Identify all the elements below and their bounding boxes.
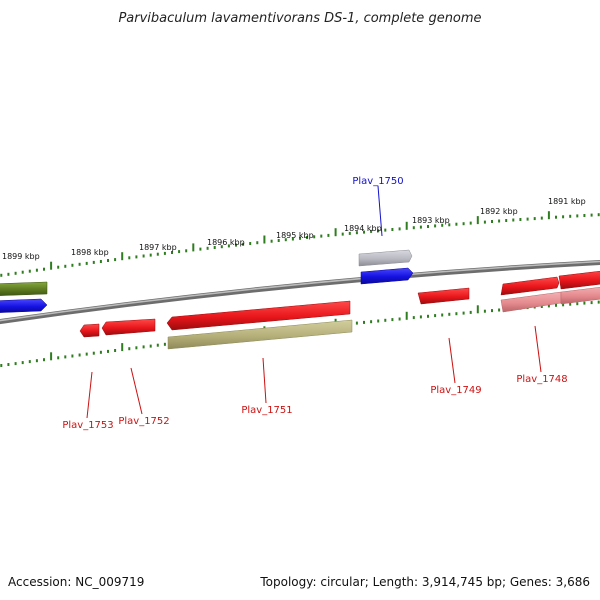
kbp-label: 1893 kbp [412, 216, 450, 225]
gene-khaki-reverse[interactable] [167, 319, 353, 350]
gene-label-plav-1749[interactable]: Plav_1749 [430, 385, 481, 396]
gene-plav-1752[interactable] [101, 318, 156, 336]
gene-plav-1751[interactable] [166, 300, 351, 331]
gene-plav-1750[interactable] [360, 267, 414, 285]
kbp-label: 1894 kbp [344, 224, 382, 233]
forward-strand-genes [0, 249, 600, 313]
kbp-label: 1896 kbp [207, 238, 245, 247]
position-ruler-forward [0, 211, 600, 277]
gene-label-plav-1751[interactable]: Plav_1751 [241, 405, 292, 416]
gene-plav-1747[interactable] [558, 270, 600, 290]
gene-label-plav-1750[interactable]: Plav_1750 [352, 176, 403, 187]
gene-olive-forward[interactable] [0, 281, 48, 296]
genome-backbone [0, 260, 600, 325]
accession-text: Accession: NC_009719 [8, 575, 144, 589]
kbp-label: 1897 kbp [139, 243, 177, 252]
kbp-label: 1899 kbp [2, 252, 40, 261]
kbp-label: 1892 kbp [480, 207, 518, 216]
label-connectors [86, 185, 542, 419]
gene-plav-1748-upper[interactable] [500, 276, 560, 296]
connector-plav-1751 [262, 357, 267, 404]
genome-summary-text: Topology: circular; Length: 3,914,745 bp… [259, 575, 590, 589]
gene-pink-edge[interactable] [560, 286, 600, 305]
connector-plav-1749 [448, 337, 456, 384]
kbp-label: 1898 kbp [71, 248, 109, 257]
gene-plav-1750-gray[interactable] [358, 249, 413, 267]
connector-plav-1752 [130, 367, 143, 415]
gene-labels: Plav_1750 Plav_1753 Plav_1752 Plav_1751 … [62, 176, 567, 431]
map-title: Parvibaculum lavamentivorans DS-1, compl… [118, 11, 481, 26]
gene-label-plav-1753[interactable]: Plav_1753 [62, 420, 113, 431]
genome-backbone-highlight [0, 260, 600, 322]
kbp-labels: 1899 kbp 1898 kbp 1897 kbp 1896 kbp 1895… [2, 197, 586, 261]
kbp-label: 1891 kbp [548, 197, 586, 206]
gene-plav-1748[interactable] [500, 291, 562, 313]
connector-plav-1748 [534, 325, 542, 373]
reverse-strand-genes [79, 300, 353, 350]
gene-label-plav-1748[interactable]: Plav_1748 [516, 374, 567, 385]
connector-plav-1750 [377, 185, 383, 237]
connector-plav-1753 [86, 371, 93, 419]
gene-plav-1753[interactable] [79, 323, 100, 338]
gene-blue-forward[interactable] [0, 298, 48, 313]
kbp-label: 1895 kbp [276, 231, 314, 240]
gene-plav-1749[interactable] [417, 287, 470, 305]
gene-label-plav-1752[interactable]: Plav_1752 [118, 416, 169, 427]
